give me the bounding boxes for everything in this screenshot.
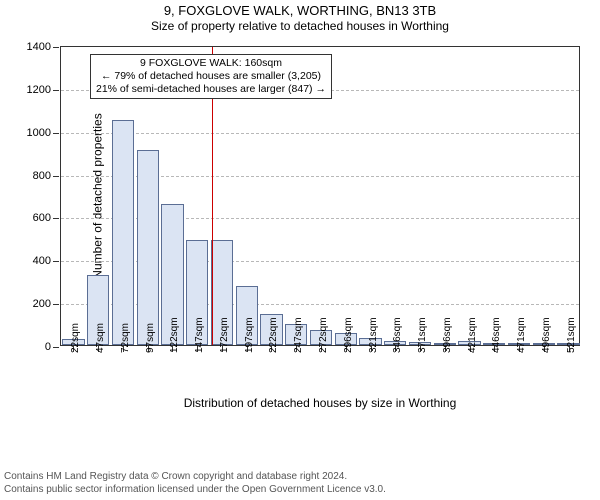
x-tick-label: 197sqm bbox=[244, 317, 255, 353]
page-root: 9, FOXGLOVE WALK, WORTHING, BN13 3TB Siz… bbox=[0, 0, 600, 500]
y-tick bbox=[53, 261, 59, 262]
x-tick-label: 446sqm bbox=[491, 317, 502, 353]
x-tick-label: 122sqm bbox=[169, 317, 180, 353]
x-tick-label: 296sqm bbox=[343, 317, 354, 353]
histogram-chart: Number of detached properties 0200400600… bbox=[60, 46, 580, 390]
x-tick-label: 222sqm bbox=[268, 317, 279, 353]
annotation-line: 21% of semi-detached houses are larger (… bbox=[96, 83, 326, 96]
x-axis-title: Distribution of detached houses by size … bbox=[60, 396, 580, 410]
bar bbox=[137, 150, 159, 345]
x-tick-label: 321sqm bbox=[368, 317, 379, 353]
x-tick-label: 72sqm bbox=[120, 323, 131, 353]
y-tick bbox=[53, 218, 59, 219]
x-tick-label: 396sqm bbox=[442, 317, 453, 353]
x-tick-label: 147sqm bbox=[194, 317, 205, 353]
y-tick-label: 200 bbox=[33, 298, 51, 310]
y-tick-label: 600 bbox=[33, 212, 51, 224]
gridline bbox=[61, 133, 579, 134]
x-tick-label: 47sqm bbox=[95, 323, 106, 353]
y-tick bbox=[53, 176, 59, 177]
x-tick-label: 346sqm bbox=[392, 317, 403, 353]
y-tick bbox=[53, 90, 59, 91]
y-tick bbox=[53, 347, 59, 348]
x-tick-label: 22sqm bbox=[70, 323, 81, 353]
annotation-box: 9 FOXGLOVE WALK: 160sqm ← 79% of detache… bbox=[90, 54, 332, 99]
annotation-line: 9 FOXGLOVE WALK: 160sqm bbox=[96, 57, 326, 70]
y-tick bbox=[53, 304, 59, 305]
y-tick-label: 1000 bbox=[27, 127, 51, 139]
y-tick bbox=[53, 133, 59, 134]
x-tick-label: 496sqm bbox=[541, 317, 552, 353]
y-axis-title: Number of detached properties bbox=[91, 113, 105, 278]
page-subtitle: Size of property relative to detached ho… bbox=[0, 19, 600, 34]
y-tick-label: 0 bbox=[45, 341, 51, 353]
x-tick-label: 272sqm bbox=[318, 317, 329, 353]
x-tick-label: 471sqm bbox=[516, 317, 527, 353]
page-title: 9, FOXGLOVE WALK, WORTHING, BN13 3TB bbox=[0, 0, 600, 19]
y-tick-label: 1200 bbox=[27, 84, 51, 96]
x-tick-label: 421sqm bbox=[467, 317, 478, 353]
x-tick-label: 521sqm bbox=[566, 317, 577, 353]
y-tick bbox=[53, 47, 59, 48]
y-tick-label: 800 bbox=[33, 170, 51, 182]
x-tick-label: 172sqm bbox=[219, 317, 230, 353]
footer-line: Contains public sector information licen… bbox=[4, 484, 386, 497]
annotation-line: ← 79% of detached houses are smaller (3,… bbox=[96, 70, 326, 83]
footer-line: Contains HM Land Registry data © Crown c… bbox=[4, 471, 386, 484]
y-tick-label: 1400 bbox=[27, 41, 51, 53]
bar bbox=[112, 120, 134, 345]
x-tick-label: 371sqm bbox=[417, 317, 428, 353]
y-tick-label: 400 bbox=[33, 255, 51, 267]
x-tick-label: 247sqm bbox=[293, 317, 304, 353]
footer-text: Contains HM Land Registry data © Crown c… bbox=[4, 471, 386, 496]
x-tick-label: 97sqm bbox=[145, 323, 156, 353]
